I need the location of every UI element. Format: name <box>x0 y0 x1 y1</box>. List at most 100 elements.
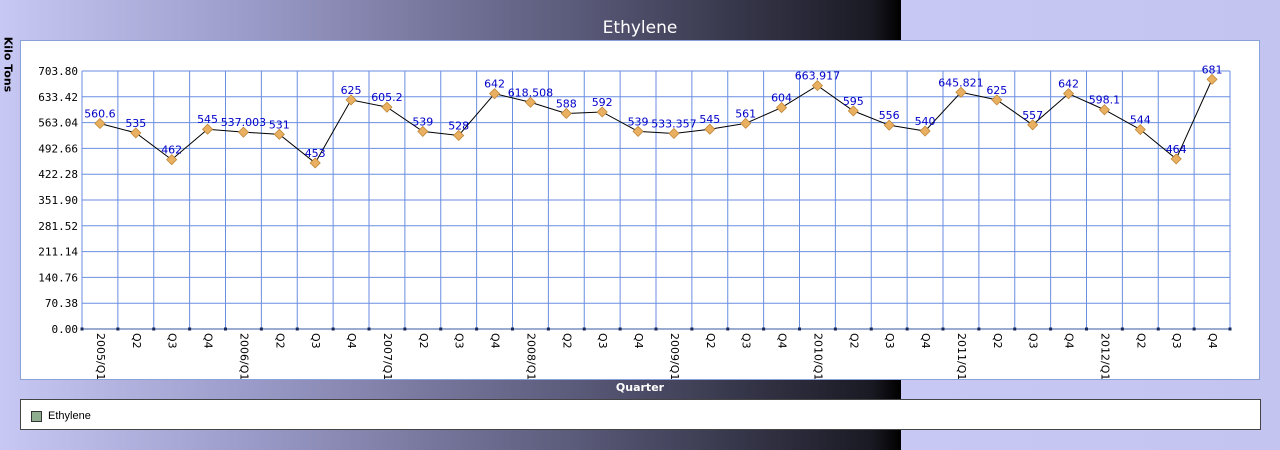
x-axis-tick <box>1013 327 1017 331</box>
y-tick-label: 140.76 <box>38 271 78 284</box>
x-tick-label: Q2 <box>1134 333 1147 349</box>
x-axis-tick <box>618 327 622 331</box>
x-axis-tick <box>1228 327 1232 331</box>
x-axis-tick <box>582 327 586 331</box>
data-point <box>453 129 465 142</box>
y-axis-label: Kilo Tons <box>1 36 15 93</box>
x-axis-tick <box>654 327 658 331</box>
y-tick-label: 633.42 <box>38 91 78 104</box>
data-label: 539 <box>412 115 433 128</box>
data-label: 531 <box>269 118 290 131</box>
data-label: 539 <box>628 115 649 128</box>
y-tick-label: 0.00 <box>52 323 79 336</box>
data-point <box>345 94 357 106</box>
data-label: 604 <box>771 92 792 105</box>
x-axis-tick <box>116 327 120 331</box>
data-label: 533.357 <box>651 117 697 130</box>
x-tick-label: Q3 <box>309 333 322 349</box>
data-label: 557 <box>1022 109 1043 122</box>
x-tick-label: Q4 <box>919 333 932 349</box>
y-tick-label: 492.66 <box>38 142 78 155</box>
data-label: 537.003 <box>221 116 267 129</box>
legend-swatch <box>31 411 42 422</box>
x-axis-tick <box>331 327 335 331</box>
x-tick-label: 2007/Q1 <box>381 333 394 379</box>
x-axis-label: Quarter <box>615 381 665 394</box>
x-tick-label: Q3 <box>1170 333 1183 349</box>
x-tick-label: 2008/Q1 <box>524 333 537 379</box>
data-point <box>775 102 788 114</box>
x-axis-tick <box>1192 327 1196 331</box>
data-label: 645.821 <box>938 76 984 89</box>
data-label: 540 <box>915 115 936 128</box>
data-label: 588 <box>556 97 577 110</box>
data-point <box>704 123 716 135</box>
y-tick-label: 70.38 <box>45 297 78 310</box>
x-tick-label: 2009/Q1 <box>668 333 681 379</box>
data-label: 598.1 <box>1089 94 1121 107</box>
y-tick-label: 351.90 <box>38 194 78 207</box>
legend: Ethylene <box>20 399 1261 430</box>
x-tick-label: 2005/Q1 <box>94 333 107 379</box>
x-axis-tick <box>905 327 909 331</box>
data-point <box>273 128 285 140</box>
x-tick-label: Q3 <box>596 333 609 349</box>
x-axis-tick <box>224 327 227 331</box>
data-label: 605.2 <box>371 91 403 104</box>
data-label: 545 <box>197 113 218 126</box>
x-axis-tick <box>726 327 730 331</box>
data-label: 464 <box>1166 143 1187 156</box>
data-label: 618.508 <box>508 86 554 99</box>
x-tick-label: Q4 <box>202 333 215 349</box>
y-tick-label: 563.04 <box>38 117 78 130</box>
x-tick-label: Q4 <box>1063 333 1076 349</box>
data-label: 462 <box>161 144 182 157</box>
data-label: 595 <box>843 95 864 108</box>
data-point <box>1098 104 1111 116</box>
chart-title: Ethylene <box>602 18 678 38</box>
x-axis-tick <box>152 327 156 331</box>
x-axis-tick <box>690 327 694 331</box>
data-label: 642 <box>484 78 505 91</box>
x-axis-tick <box>762 327 766 331</box>
x-tick-label: 2006/Q1 <box>237 333 250 379</box>
data-point <box>560 107 572 120</box>
y-tick-label: 281.52 <box>38 220 78 233</box>
data-label: 560.6 <box>84 107 116 120</box>
data-point <box>201 123 214 135</box>
x-tick-label: Q3 <box>740 333 753 349</box>
data-point <box>955 86 967 98</box>
data-label: 528 <box>448 119 469 132</box>
data-point <box>237 126 250 138</box>
data-point <box>1206 73 1218 85</box>
x-axis-tick <box>475 327 479 331</box>
data-point <box>524 96 537 108</box>
x-tick-label: Q2 <box>991 333 1004 349</box>
x-axis-tick <box>546 327 550 331</box>
line-chart: 0.00 70.38 140.76 211.14 281.52 351.90 422.28 4… <box>38 63 1232 379</box>
data-point <box>130 127 142 139</box>
x-tick-label: Q2 <box>704 333 717 349</box>
data-point <box>1170 153 1182 165</box>
data-label: 544 <box>1130 114 1151 127</box>
data-point <box>94 117 106 130</box>
data-point <box>1062 88 1075 100</box>
x-tick-label: 2012/Q1 <box>1098 333 1111 379</box>
data-point <box>632 125 644 137</box>
data-label: 545 <box>699 113 720 126</box>
data-label: 561 <box>735 107 756 120</box>
y-tick-label: 422.28 <box>38 168 78 181</box>
data-point <box>919 125 931 137</box>
x-tick-label: Q4 <box>632 333 645 349</box>
x-axis-tick <box>1085 327 1088 331</box>
data-point <box>883 119 895 131</box>
data-point <box>1027 119 1039 131</box>
x-axis-tick <box>1049 327 1053 331</box>
plot-panel: 0.00 70.38 140.76 211.14 281.52 351.90 422.28 4… <box>20 40 1260 380</box>
data-point <box>488 88 501 100</box>
x-axis-tick <box>295 327 299 331</box>
x-tick-label: 2011/Q1 <box>955 333 968 379</box>
data-point <box>417 125 429 137</box>
x-axis-tick <box>80 327 84 331</box>
data-label: 453 <box>305 147 326 160</box>
